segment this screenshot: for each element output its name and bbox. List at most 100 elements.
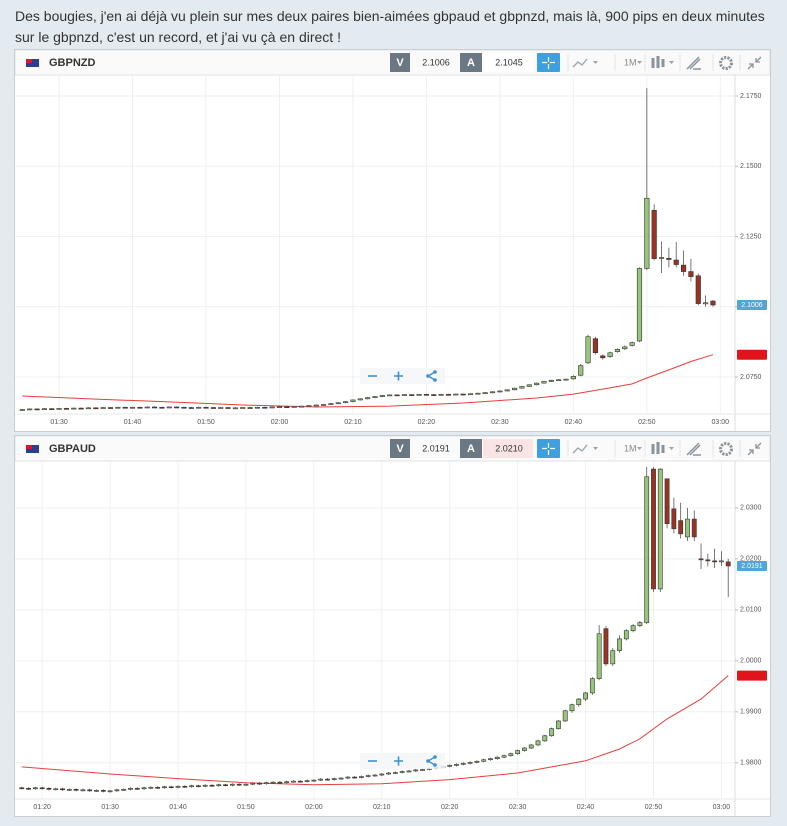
candle-body (372, 774, 378, 777)
zoom-in-button[interactable] (394, 371, 403, 381)
candle-body (141, 787, 147, 790)
candle-body (257, 782, 262, 785)
candle-body (534, 382, 540, 386)
candle-body (134, 787, 140, 790)
x-tick-label: 02:40 (577, 804, 595, 811)
x-tick-label: 02:40 (565, 419, 583, 426)
candle-body (270, 781, 276, 784)
candle-body (644, 476, 650, 623)
candle-body (243, 783, 249, 786)
candle-body (482, 392, 488, 394)
y-tick-label: 2.0000 (740, 658, 762, 665)
candle-body (563, 378, 569, 381)
candle-body (431, 394, 437, 396)
collapse-icon[interactable] (747, 442, 762, 456)
drawing-icon[interactable] (686, 56, 701, 70)
candle-body (313, 404, 319, 407)
collapse-icon[interactable] (747, 56, 762, 70)
share-dot (433, 755, 437, 759)
x-tick-label: 01:50 (237, 804, 255, 811)
candle-body (508, 753, 514, 756)
candle-body (535, 740, 541, 746)
candle-body (137, 406, 143, 409)
candle-body (489, 391, 496, 394)
candle-body (630, 625, 636, 632)
candle-body (583, 692, 588, 700)
candle-body (629, 342, 635, 346)
candle-body (671, 508, 677, 530)
chart-type-icon[interactable] (572, 444, 588, 454)
candle-body (338, 777, 344, 780)
candle-body (236, 783, 242, 786)
candle-body (53, 788, 59, 791)
candle-body (494, 756, 500, 760)
crosshair-button[interactable] (537, 439, 560, 458)
candle-body (284, 406, 290, 408)
candle-body (651, 468, 656, 590)
candle-body (637, 622, 643, 626)
candle-body (148, 786, 154, 789)
candle-body (247, 407, 253, 409)
settings-icon[interactable] (719, 442, 733, 456)
candle-body (181, 406, 187, 409)
candle-body (122, 406, 128, 409)
zoom-in-button[interactable] (394, 756, 403, 766)
candle-body (562, 710, 568, 722)
candle-body (392, 772, 398, 774)
drawing-icon[interactable] (686, 442, 701, 456)
candle-body (345, 776, 351, 779)
share-dot (426, 374, 430, 378)
x-tick-label: 02:00 (305, 804, 323, 811)
y-tick-label: 2.1750 (740, 93, 762, 100)
candle-body (658, 257, 665, 259)
candle-body (460, 763, 466, 765)
candle-body (678, 520, 684, 535)
candle-body (359, 776, 364, 778)
candle-body (328, 403, 334, 405)
candle-body (622, 346, 628, 350)
candle-body (501, 755, 507, 758)
candles-icon[interactable] (651, 56, 665, 68)
dropdown-arrow (637, 61, 642, 64)
candle-body (453, 393, 459, 396)
candle-body (725, 561, 731, 567)
candle-body (549, 728, 555, 737)
candle-body (188, 407, 194, 409)
y-tick-label: 2.1500 (740, 163, 762, 170)
candle-body (703, 302, 709, 305)
candle-body (304, 780, 310, 782)
candle-body (515, 750, 521, 754)
candle-body (269, 406, 275, 409)
candle-body (680, 264, 687, 272)
timeframe-button[interactable]: 1M (624, 57, 637, 67)
settings-icon[interactable] (719, 56, 733, 70)
ask-label: A (467, 443, 475, 455)
crosshair-button[interactable] (537, 53, 560, 72)
crosshair-icon (542, 57, 555, 69)
candle-body (504, 389, 510, 392)
timeframe-button[interactable]: 1M (624, 443, 637, 453)
share-dot (426, 759, 430, 763)
y-tick-label: 2.0100 (740, 607, 762, 614)
candle-body (406, 770, 412, 773)
candles-icon[interactable] (651, 442, 665, 454)
price-tag (737, 299, 767, 310)
candle-body (541, 381, 547, 384)
candle-body (600, 355, 606, 359)
y-tick-label: 2.0300 (740, 505, 762, 512)
candle-body (93, 407, 99, 410)
candle-body (262, 406, 268, 409)
bid-label: V (396, 443, 404, 455)
candle-body (240, 407, 246, 409)
flag-icon (26, 59, 39, 67)
candle-body (203, 406, 209, 409)
chart-type-icon[interactable] (572, 58, 588, 68)
ask-badge (460, 439, 482, 458)
candle-body (610, 650, 616, 665)
candle-body (196, 406, 202, 409)
candle-body (232, 407, 238, 410)
candle-body (379, 395, 385, 397)
candle-body (438, 394, 444, 396)
moving-average-line (21, 675, 729, 786)
